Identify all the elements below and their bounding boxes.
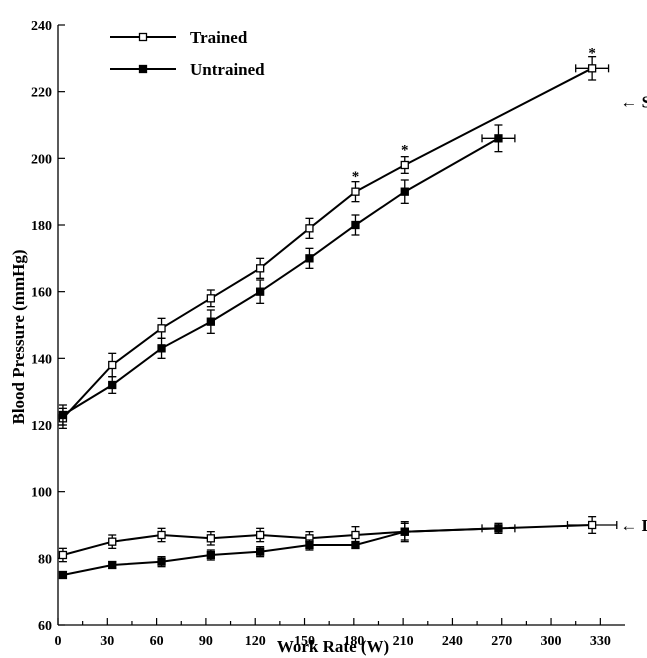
series-line	[62, 527, 499, 576]
y-tick-label: 220	[31, 86, 52, 101]
data-point	[587, 64, 597, 73]
legend-label: Untrained	[190, 60, 265, 79]
series-layer	[58, 56, 618, 580]
x-tick-label: 300	[541, 634, 562, 649]
data-point	[494, 134, 503, 143]
data-point	[400, 187, 409, 196]
sbp-label: ← SBP	[620, 93, 647, 112]
data-point	[351, 187, 360, 196]
x-tick-label: 150	[294, 634, 315, 649]
data-point	[206, 534, 215, 543]
data-point	[108, 537, 117, 546]
series-trained-dbp	[58, 516, 618, 563]
significance-marker: *	[352, 169, 360, 185]
data-point	[206, 550, 215, 560]
series-untrained-dbp	[58, 521, 516, 580]
data-point	[494, 524, 503, 533]
y-axis-title: Blood Pressure (mmHg)	[9, 249, 28, 424]
legend: Trained Untrained	[110, 28, 265, 79]
x-tick-label: 240	[442, 634, 463, 649]
x-tick-label: 210	[393, 634, 414, 649]
y-tick-label: 160	[31, 286, 52, 301]
data-point	[351, 220, 360, 230]
data-point	[157, 530, 166, 540]
data-point	[58, 410, 68, 420]
x-tick-label: 60	[150, 634, 164, 649]
data-point	[400, 160, 409, 170]
data-point	[400, 527, 409, 536]
y-tick-label: 60	[38, 619, 52, 634]
data-point	[305, 254, 314, 263]
x-axis-title: Work Rate (W)	[277, 637, 389, 656]
data-point	[255, 530, 265, 540]
y-tick-label: 200	[31, 152, 52, 167]
x-tick-label: 0	[55, 634, 62, 649]
series-line	[62, 137, 499, 416]
data-point	[108, 560, 117, 570]
legend-label: Trained	[190, 28, 248, 47]
y-tick-label: 100	[31, 486, 52, 501]
data-point	[108, 380, 117, 390]
x-tick-label: 120	[245, 634, 266, 649]
data-point	[255, 547, 265, 556]
legend-marker	[138, 32, 148, 42]
data-point	[58, 570, 68, 580]
data-point	[255, 264, 265, 273]
x-tick-label: 90	[199, 634, 213, 649]
data-point	[587, 520, 597, 530]
y-tick-label: 80	[38, 552, 52, 567]
significance-marker: *	[588, 46, 596, 62]
x-tick-label: 30	[100, 634, 114, 649]
y-tick-label: 120	[31, 419, 52, 434]
data-point	[58, 550, 68, 560]
data-point	[255, 287, 265, 296]
data-point	[206, 294, 215, 303]
data-point	[157, 344, 166, 353]
x-tick-label: 330	[590, 634, 611, 649]
dbp-label: ← DBP	[620, 516, 647, 535]
y-tick-label: 140	[31, 352, 52, 367]
data-point	[305, 540, 314, 550]
data-point	[351, 530, 360, 540]
data-point	[305, 224, 314, 233]
y-tick-label: 180	[31, 219, 52, 234]
series-line	[62, 67, 593, 419]
legend-marker	[138, 64, 148, 74]
significance-marker: *	[401, 142, 409, 158]
series-untrained-sbp	[58, 124, 516, 426]
x-tick-label: 270	[491, 634, 512, 649]
data-point	[351, 540, 360, 550]
data-point	[157, 324, 166, 333]
y-tick-label: 240	[31, 19, 52, 34]
data-point	[206, 317, 215, 326]
axes: 60 80 100 120 140 160 180 200 220 240 0 30 60 90 120 15…	[31, 19, 625, 649]
data-point	[157, 557, 166, 566]
annotations: * * * ← SBP ← DBP	[352, 46, 647, 535]
series-trained-sbp	[58, 56, 610, 429]
x-tick-label: 180	[343, 634, 364, 649]
data-point	[108, 360, 117, 370]
series-line	[62, 524, 593, 556]
